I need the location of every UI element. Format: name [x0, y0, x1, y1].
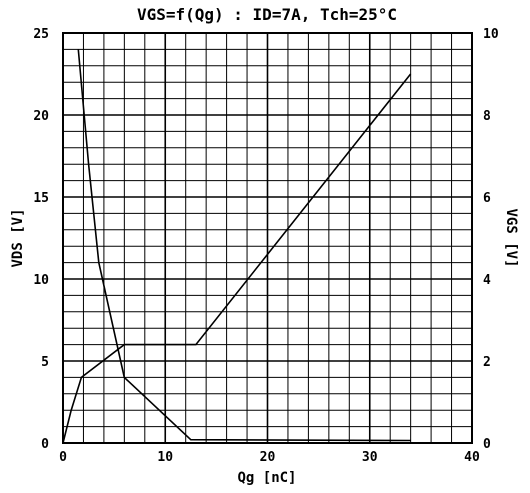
vds-series-line [77, 49, 411, 442]
x-axis-title: Qg [nC] [237, 470, 296, 486]
y-right-tick-label: 6 [483, 191, 491, 206]
x-tick-label: 0 [59, 450, 67, 465]
chart-title: VGS=f(Qg) : ID=7A, Tch=25°C [137, 5, 397, 24]
series-lines [62, 49, 412, 444]
y-right-tick-label: 8 [483, 109, 491, 124]
y-left-tick-label: 15 [33, 191, 49, 206]
plot-frame [62, 32, 473, 444]
vgs-series-line [62, 73, 412, 444]
y-right-tick-label: 4 [483, 273, 491, 288]
x-tick-label: 20 [260, 450, 276, 465]
x-tick-labels: 0 10 20 30 40 [59, 450, 480, 465]
plot-grid [62, 32, 473, 444]
y-right-axis-title: VGS [V] [503, 208, 519, 267]
y-right-tick-label: 0 [483, 437, 491, 452]
y-left-tick-label: 20 [33, 109, 49, 124]
x-tick-label: 10 [157, 450, 173, 465]
y-right-tick-labels: 0 2 4 6 8 10 [483, 27, 499, 452]
y-left-tick-label: 0 [41, 437, 49, 452]
y-left-tick-label: 5 [41, 355, 49, 370]
x-tick-label: 40 [464, 450, 480, 465]
y-left-tick-label: 25 [33, 27, 49, 42]
y-left-axis-title: VDS [V] [10, 208, 26, 267]
y-left-tick-label: 10 [33, 273, 49, 288]
x-tick-label: 30 [362, 450, 378, 465]
y-right-tick-label: 2 [483, 355, 491, 370]
y-right-tick-label: 10 [483, 27, 499, 42]
y-left-tick-labels: 0 5 10 15 20 25 [33, 27, 49, 452]
